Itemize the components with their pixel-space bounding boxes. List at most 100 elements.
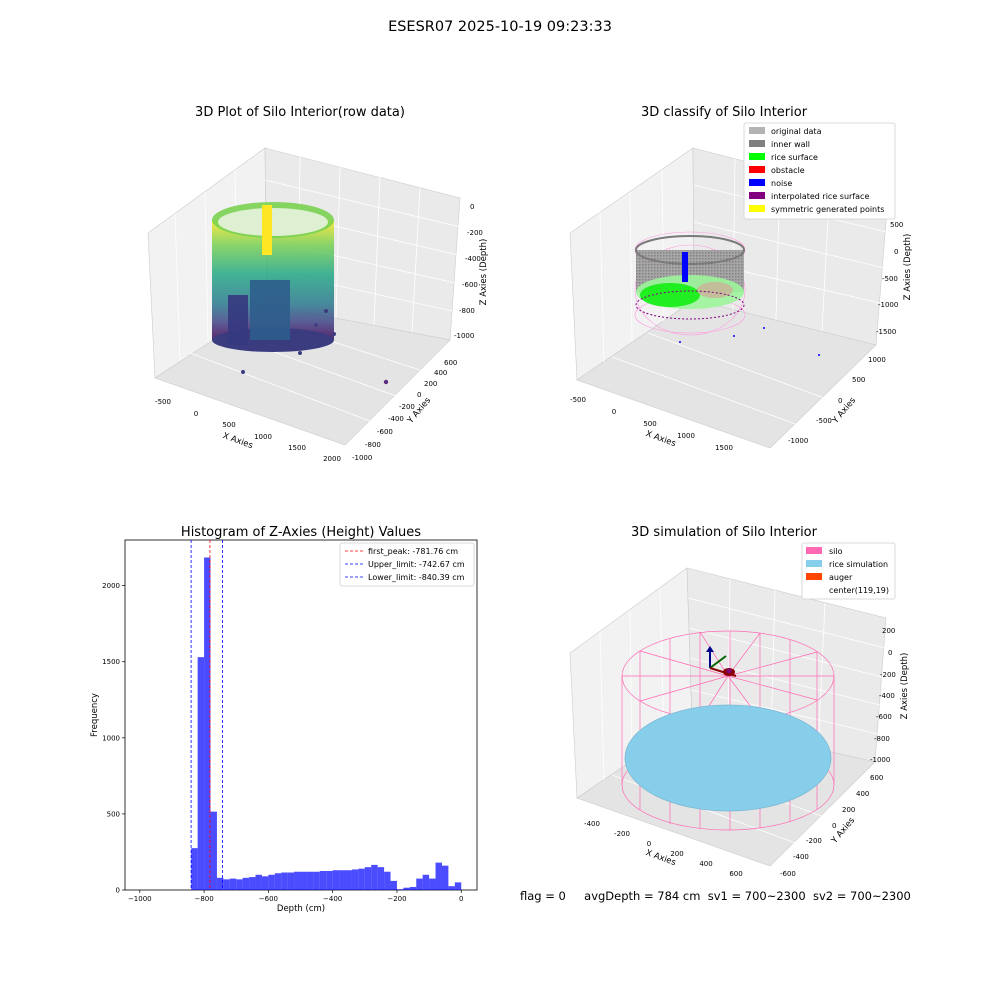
- raw-z-tick: -200: [467, 229, 483, 237]
- simulation-y-tick: 200: [842, 806, 855, 814]
- classify-plot-title: 3D classify of Silo Interior: [641, 105, 808, 120]
- classify-legend-label: original data: [771, 127, 822, 136]
- raw-y-tick: -400: [388, 415, 404, 423]
- simulation-legend-swatch: [806, 560, 822, 567]
- raw-y-tick: -1000: [352, 454, 372, 462]
- raw-z-axis-label: Z Axies (Depth): [479, 239, 489, 306]
- histogram-bar: [300, 871, 307, 890]
- histogram-bar: [229, 878, 237, 890]
- simulation-z-tick: -200: [880, 671, 896, 679]
- histogram-bar: [371, 864, 378, 890]
- histogram-bars: [191, 557, 462, 890]
- histogram-bar: [197, 657, 205, 890]
- panel-histogram: Histogram of Z-Axies (Height) Values −10…: [90, 525, 478, 914]
- simulation-legend-swatch: [806, 547, 822, 554]
- histogram-y-ticks: 0 500 1000 1500 2000: [102, 582, 125, 895]
- classify-z-tick: -1500: [876, 328, 896, 336]
- classify-legend-label: inner wall: [771, 140, 810, 149]
- histogram-bar: [210, 811, 217, 890]
- classify-legend-swatch: [749, 166, 765, 173]
- simulation-legend-label: silo: [829, 547, 843, 556]
- classify-axis-ticks: -500 0 500 1000 1500 -1000 -500 0 500 10…: [570, 221, 903, 452]
- classify-z-axis-label: Z Axies (Depth): [903, 234, 913, 301]
- classify-x-axis-label: X Axies: [644, 429, 677, 449]
- rice-simulation-surface: [624, 704, 832, 812]
- histogram-x-tick-label: 0: [459, 895, 463, 903]
- histogram-bar: [416, 878, 423, 890]
- simulation-legend-label: auger: [829, 573, 853, 582]
- histogram-bar: [223, 879, 230, 890]
- histogram-x-tick-label: −1000: [128, 895, 152, 903]
- histogram-legend-label: Upper_limit: -742.67 cm: [368, 560, 465, 569]
- classify-legend-label: symmetric generated points: [771, 205, 884, 214]
- histogram-bar: [236, 879, 243, 890]
- simulation-x-tick: -200: [614, 830, 630, 838]
- histogram-bar: [364, 867, 372, 890]
- raw-x-tick: 1000: [254, 433, 272, 441]
- classify-legend: original data inner wall rice surface obsta…: [743, 122, 896, 220]
- raw-z-tick: -400: [465, 255, 481, 263]
- simulation-x-tick: 200: [670, 850, 683, 858]
- histogram-y-tick-label: 1000: [102, 734, 120, 742]
- histogram-bar: [422, 874, 430, 890]
- classify-legend-swatch: [749, 192, 765, 199]
- raw-y-tick: 600: [444, 359, 457, 367]
- histogram-bar: [339, 870, 346, 890]
- classify-x-tick: 500: [643, 420, 656, 428]
- histogram-bar: [249, 877, 256, 890]
- simulation-y-tick: -400: [793, 853, 809, 861]
- histogram-bar: [448, 886, 455, 890]
- classify-legend-swatch: [749, 140, 765, 147]
- simulation-z-axis-label: Z Axies (Depth): [900, 653, 910, 720]
- simulation-legend: silo rice simulation auger center(119,19): [801, 542, 896, 600]
- histogram-x-ticks: −1000 −800 −600 −400 −200 0: [128, 890, 463, 903]
- histogram-bar: [358, 868, 365, 890]
- classify-y-tick: 1000: [868, 356, 886, 364]
- classify-point-cloud: [634, 231, 820, 356]
- histogram-y-axis-label: Frequency: [90, 693, 100, 737]
- histogram-legend-label: first_peak: -781.76 cm: [368, 547, 458, 556]
- histogram-bar: [403, 887, 410, 890]
- histogram-x-axis-label: Depth (cm): [277, 904, 325, 914]
- classify-z-tick: -500: [882, 275, 898, 283]
- raw-y-tick: -800: [365, 441, 381, 449]
- histogram-title: Histogram of Z-Axies (Height) Values: [181, 525, 421, 540]
- histogram-bar: [409, 886, 417, 890]
- simulation-z-tick: -600: [876, 713, 892, 721]
- simulation-z-tick: -400: [879, 692, 895, 700]
- simulation-z-tick: -1000: [870, 756, 890, 764]
- panel-raw-3d: 3D Plot of Silo Interior(row data): [147, 105, 489, 463]
- raw-z-tick: -800: [459, 307, 475, 315]
- histogram-bar: [454, 882, 462, 890]
- raw-axis-ticks: -500 0 500 1000 1500 2000 -1000 -800 -60…: [155, 203, 483, 463]
- raw-x-tick: -500: [155, 398, 171, 406]
- simulation-y-axis-label: Y Axies: [829, 815, 857, 846]
- histogram-x-tick-label: −200: [387, 895, 406, 903]
- simulation-z-tick: 0: [888, 649, 892, 657]
- raw-y-tick: 400: [434, 369, 447, 377]
- simulation-z-tick: 200: [882, 627, 895, 635]
- sv1-status: sv1 = 700~2300: [707, 889, 806, 903]
- auger-marker: [706, 646, 737, 677]
- histogram-bar: [281, 872, 288, 890]
- histogram-bar: [377, 867, 385, 890]
- classify-legend-swatch: [749, 127, 765, 134]
- histogram-bar: [384, 871, 391, 890]
- histogram-bar: [332, 870, 340, 890]
- panel-simulation-3d: 3D simulation of Silo Interior: [569, 525, 910, 878]
- histogram-y-tick-label: 1500: [102, 658, 120, 666]
- histogram-bar: [319, 870, 327, 890]
- classify-z-tick: 500: [890, 221, 903, 229]
- classify-legend-swatch: [749, 179, 765, 186]
- raw-y-tick: 0: [417, 391, 421, 399]
- classify-x-tick: 1500: [715, 444, 733, 452]
- simulation-axis-ticks: -400 -200 0 200 400 600 -600 -400 -200 0…: [584, 627, 896, 878]
- raw-x-tick: 0: [194, 410, 198, 418]
- histogram-bar: [313, 871, 320, 890]
- simulation-legend-label: center(119,19): [829, 586, 889, 595]
- classify-z-tick: 0: [894, 248, 898, 256]
- classify-y-tick: -500: [816, 417, 832, 425]
- classify-y-tick: -1000: [788, 437, 808, 445]
- raw-x-axis-label: X Axies: [221, 431, 254, 451]
- flag-status: flag = 0: [520, 889, 566, 903]
